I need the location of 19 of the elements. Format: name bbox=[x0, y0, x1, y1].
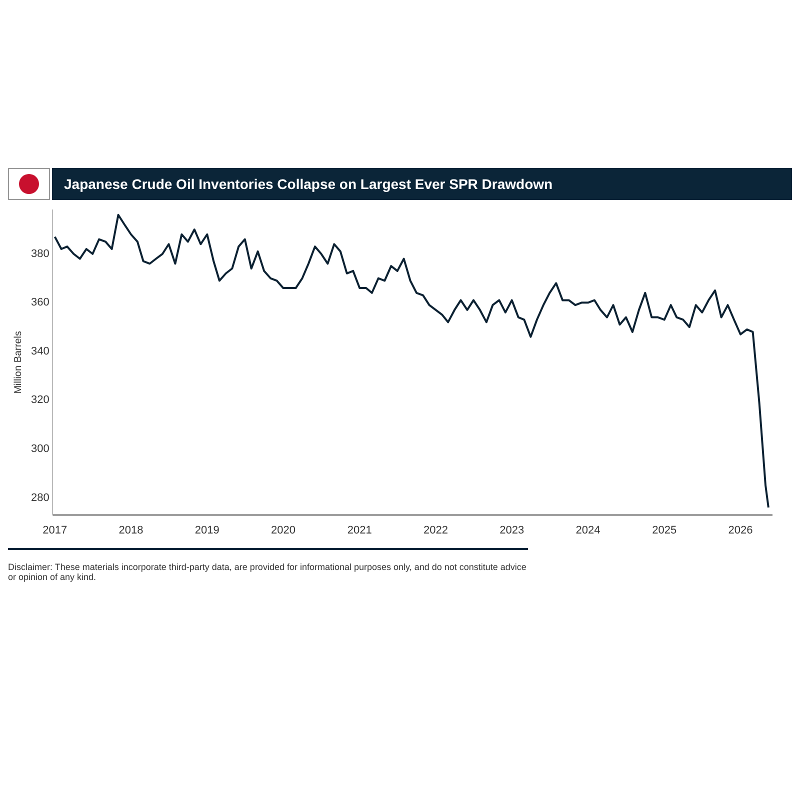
y-tick-label: 280 bbox=[30, 492, 50, 504]
x-tick-label: 2019 bbox=[194, 524, 220, 536]
x-tick-label: 2022 bbox=[424, 524, 448, 536]
y-tick-label: 340 bbox=[30, 345, 50, 358]
x-tick-label: 2021 bbox=[347, 524, 372, 536]
x-tick-label: 2017 bbox=[42, 524, 68, 536]
x-tick-label: 2020 bbox=[271, 524, 296, 536]
y-tick-label: 380 bbox=[30, 248, 50, 260]
x-tick-label: 2024 bbox=[576, 524, 600, 536]
y-tick-label: 300 bbox=[30, 442, 50, 455]
y-axis-title: Million Barrels bbox=[12, 331, 24, 394]
x-tick-label: 2018 bbox=[118, 524, 144, 536]
y-tick-label: 360 bbox=[30, 296, 50, 309]
x-tick-label: 2023 bbox=[500, 524, 524, 536]
chart-title: Japanese Crude Oil Inventories Collapse on Largest Ever SPR Drawdown bbox=[52, 168, 792, 200]
x-tick-label: 2025 bbox=[652, 524, 677, 536]
text: Disclaimer: These materials incorporate third-party data, are provided for informational purposes only, and do not constitute advice or opinion of any kind. bbox=[8, 562, 528, 582]
y-tick-label: 320 bbox=[30, 394, 50, 406]
x-tick-label: 2026 bbox=[728, 524, 753, 536]
